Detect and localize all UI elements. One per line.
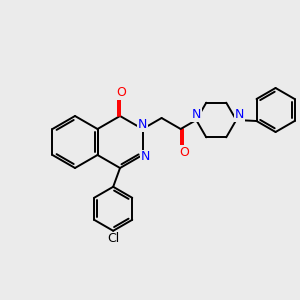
Text: O: O — [116, 86, 126, 100]
Text: N: N — [235, 109, 244, 122]
Text: O: O — [180, 146, 190, 158]
Text: N: N — [192, 109, 201, 122]
Text: Cl: Cl — [107, 232, 119, 245]
Text: N: N — [138, 118, 147, 131]
Text: N: N — [141, 151, 150, 164]
